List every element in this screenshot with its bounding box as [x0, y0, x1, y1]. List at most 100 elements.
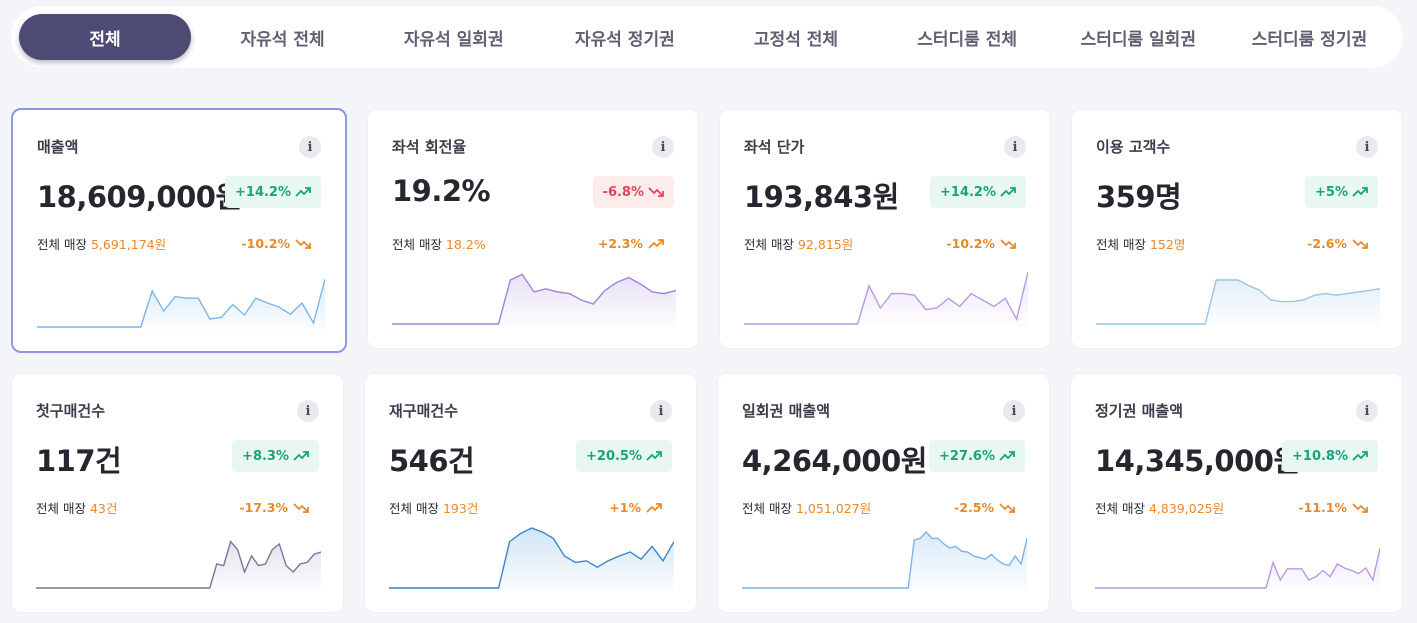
trend-down-icon — [999, 502, 1015, 513]
store-change: +2.3% — [598, 234, 664, 253]
change-badge-value: +8.3% — [242, 448, 289, 464]
tab-free-seat-all[interactable]: 자유석 전체 — [240, 29, 325, 50]
metric-card-single-pass-sales[interactable]: 일회권 매출액 i 4,264,000원 +27.6% 전체 매장 1,051,0… — [717, 373, 1050, 613]
trend-up-icon — [648, 238, 664, 249]
metric-card-seat-unit-price[interactable]: 좌석 단가 i 193,843원 +14.2% 전체 매장 92,815원 -10… — [719, 109, 1051, 349]
store-value: 18.2% — [445, 237, 486, 252]
store-label: 전체 매장 — [1096, 237, 1146, 252]
sparkline-line — [392, 273, 676, 325]
trend-up-icon — [1352, 187, 1368, 197]
trend-up-icon — [999, 451, 1015, 461]
store-label: 전체 매장 — [744, 237, 794, 252]
change-badge: +5% — [1305, 176, 1378, 208]
store-change-value: -10.2% — [946, 236, 995, 251]
trend-down-icon — [1352, 238, 1368, 249]
store-change-value: -2.5% — [954, 500, 994, 515]
store-comparison-row: 전체 매장 1,051,027원 -2.5% — [742, 498, 1015, 517]
tab-free-seat-pass[interactable]: 자유석 정기권 — [574, 29, 675, 50]
store-value: 152명 — [1149, 237, 1186, 252]
store-change: -17.3% — [239, 498, 309, 517]
metric-value: 193,843원 — [744, 180, 899, 214]
store-comparison-row: 전체 매장 92,815원 -10.2% — [744, 234, 1016, 253]
info-icon[interactable]: i — [650, 400, 672, 422]
sparkline-line — [389, 527, 674, 589]
info-icon[interactable]: i — [1356, 136, 1378, 158]
metric-card-first-purchase-count[interactable]: 첫구매건수 i 117건 +8.3% 전체 매장 43건 -17.3% — [11, 373, 344, 613]
tab-study-room-all[interactable]: 스터디룸 전체 — [917, 29, 1018, 50]
store-value: 4,839,025원 — [1148, 501, 1225, 516]
store-change-value: -2.6% — [1307, 236, 1347, 251]
change-badge-value: +27.6% — [939, 448, 995, 464]
change-badge-value: +5% — [1315, 184, 1348, 200]
change-badge-value: +10.8% — [1292, 448, 1348, 464]
trend-down-icon — [1000, 238, 1016, 249]
card-title: 재구매건수 — [389, 402, 459, 420]
store-label: 전체 매장 — [1095, 501, 1145, 516]
change-badge: +14.2% — [225, 176, 321, 208]
metric-card-period-pass-sales[interactable]: 정기권 매출액 i 14,345,000원 +10.8% 전체 매장 4,839,… — [1070, 373, 1403, 613]
sparkline-area — [389, 528, 674, 590]
metric-value: 18,609,000원 — [37, 180, 242, 214]
card-title: 매출액 — [37, 138, 79, 156]
store-change-value: -11.1% — [1298, 500, 1347, 515]
metric-card-customer-count[interactable]: 이용 고객수 i 359명 +5% 전체 매장 152명 -2.6% — [1071, 109, 1403, 349]
info-icon[interactable]: i — [652, 136, 674, 158]
card-title: 첫구매건수 — [36, 402, 106, 420]
store-value: 43건 — [89, 501, 118, 516]
store-comparison-row: 전체 매장 152명 -2.6% — [1096, 234, 1368, 253]
change-badge: -6.8% — [592, 176, 674, 208]
sparkline-line — [37, 278, 325, 328]
info-icon[interactable]: i — [1003, 400, 1025, 422]
sparkline-area — [744, 272, 1028, 326]
store-change: -11.1% — [1298, 498, 1368, 517]
store-change: -2.5% — [954, 498, 1015, 517]
sparkline-chart — [1096, 279, 1380, 326]
trend-up-icon — [646, 502, 662, 513]
store-label: 전체 매장 — [392, 237, 442, 252]
metric-card-repurchase-count[interactable]: 재구매건수 i 546건 +20.5% 전체 매장 193건 +1% — [364, 373, 697, 613]
trend-up-icon — [646, 451, 662, 461]
change-badge: +10.8% — [1282, 440, 1378, 472]
card-title: 정기권 매출액 — [1095, 402, 1184, 420]
change-badge: +27.6% — [929, 440, 1025, 472]
sparkline-chart — [389, 527, 674, 590]
change-badge-value: +14.2% — [235, 184, 291, 200]
trend-up-icon — [293, 451, 309, 461]
metric-card-sales[interactable]: 매출액 i 18,609,000원 +14.2% 전체 매장 5,691,174원… — [11, 108, 347, 353]
store-label: 전체 매장 — [36, 501, 86, 516]
trend-up-icon — [1000, 187, 1016, 197]
metric-card-seat-turnover[interactable]: 좌석 회전율 i 19.2% -6.8% 전체 매장 18.2% +2.3% — [367, 109, 699, 349]
store-label: 전체 매장 — [37, 237, 87, 252]
card-title: 좌석 회전율 — [392, 138, 467, 156]
info-icon[interactable]: i — [1004, 136, 1026, 158]
store-comparison-row: 전체 매장 5,691,174원 -10.2% — [37, 234, 311, 253]
info-icon[interactable]: i — [299, 136, 321, 158]
store-value: 5,691,174원 — [90, 237, 167, 252]
info-icon[interactable]: i — [1356, 400, 1378, 422]
sparkline-chart — [36, 540, 321, 590]
info-icon[interactable]: i — [297, 400, 319, 422]
sparkline-line — [1096, 279, 1380, 325]
store-change: -10.2% — [241, 234, 311, 253]
tab-study-room-single[interactable]: 스터디룸 일회권 — [1080, 29, 1196, 50]
tab-free-seat-single[interactable]: 자유석 일회권 — [403, 29, 504, 50]
store-value: 193건 — [442, 501, 479, 516]
tab-study-room-pass[interactable]: 스터디룸 정기권 — [1251, 29, 1368, 50]
trend-down-icon — [1352, 502, 1368, 513]
metric-value: 14,345,000원 — [1095, 444, 1300, 478]
store-comparison-row: 전체 매장 43건 -17.3% — [36, 498, 309, 517]
metric-value: 117건 — [36, 444, 122, 478]
store-label: 전체 매장 — [389, 501, 439, 516]
store-change-value: +2.3% — [597, 236, 643, 251]
store-change-value: -17.3% — [239, 500, 288, 515]
change-badge-value: -6.8% — [602, 184, 644, 200]
sparkline-area — [37, 279, 325, 329]
store-change: +1% — [609, 498, 662, 517]
tab-all[interactable]: 전체 — [19, 14, 191, 60]
trend-down-icon — [648, 187, 664, 197]
card-title: 일회권 매출액 — [742, 402, 831, 420]
sparkline-chart — [1095, 547, 1380, 590]
metric-value: 4,264,000원 — [742, 444, 927, 478]
tab-fixed-seat-all[interactable]: 고정석 전체 — [753, 29, 839, 50]
sparkline-area — [1096, 280, 1380, 326]
